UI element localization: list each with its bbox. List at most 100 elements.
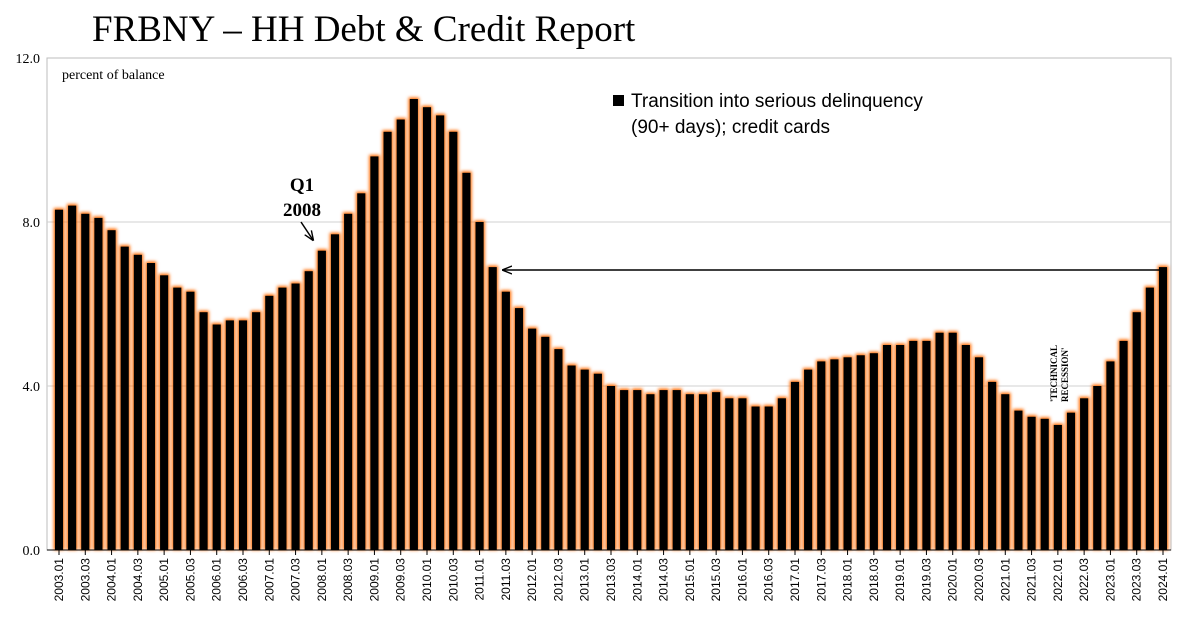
bar: [449, 131, 458, 551]
bar: [922, 340, 931, 550]
x-tick-label: 2018.03: [867, 558, 881, 602]
y-axis-ticks: 0.0 4.0 8.0 12.0: [16, 52, 41, 559]
bar: [304, 271, 313, 550]
bar: [1027, 416, 1036, 550]
bar: [212, 324, 221, 550]
q1-annotation: Q1: [290, 175, 314, 196]
x-tick-label: 2008.03: [341, 558, 355, 602]
x-tick-label: 2012.01: [525, 558, 539, 602]
bar: [54, 209, 64, 550]
bar: [120, 246, 129, 550]
x-tick-label: 2017.03: [814, 558, 828, 602]
y-tick-label: 8.0: [23, 216, 41, 231]
x-tick-label: 2005.01: [157, 558, 171, 602]
x-tick-label: 2010.03: [446, 558, 460, 602]
q1-arrow: [300, 221, 313, 240]
chart-title: FRBNY – HH Debt & Credit Report: [92, 9, 636, 50]
bar: [173, 287, 182, 550]
x-tick-label: 2006.03: [236, 558, 250, 602]
bar: [974, 357, 984, 550]
x-tick-label: 2017.01: [788, 558, 802, 602]
bar: [580, 369, 589, 550]
bar: [462, 172, 471, 551]
x-tick-label: 2015.03: [709, 558, 723, 602]
bar: [383, 131, 392, 551]
x-tick-label: 2014.01: [630, 558, 644, 602]
bar: [961, 345, 970, 550]
x-tick-label: 2005.03: [183, 558, 197, 602]
x-tick-label: 2016.01: [735, 558, 749, 602]
x-tick-label: 2004.03: [131, 558, 145, 602]
bar: [633, 390, 642, 550]
bar: [764, 406, 773, 550]
q1-year-annotation: 2008: [283, 200, 321, 221]
x-tick-label: 2007.01: [262, 558, 276, 602]
bar: [830, 359, 839, 550]
bar: [1106, 361, 1115, 550]
bar: [567, 365, 576, 550]
bar: [1093, 386, 1102, 550]
bar: [81, 213, 90, 551]
bar: [1053, 424, 1062, 550]
bar: [646, 394, 655, 550]
bar: [896, 345, 905, 550]
bar: [751, 406, 760, 550]
bar: [541, 336, 550, 550]
bar: [698, 394, 708, 550]
x-tick-label: 2022.01: [1051, 558, 1065, 602]
legend-label-line2: (90+ days); credit cards: [631, 117, 830, 138]
x-tick-label: 2012.03: [551, 558, 565, 602]
x-tick-label: 2013.03: [604, 558, 618, 602]
bar: [659, 390, 668, 550]
x-tick-label: 2022.03: [1077, 558, 1091, 602]
bar: [869, 353, 878, 550]
x-tick-label: 2021.01: [998, 558, 1012, 602]
bar: [330, 234, 340, 551]
bar: [1040, 418, 1049, 550]
bar: [186, 291, 195, 550]
x-tick-label: 2023.03: [1130, 558, 1144, 602]
bar: [265, 295, 274, 550]
bar: [1119, 340, 1128, 550]
x-tick-label: 2007.03: [289, 558, 303, 602]
x-tick-label: 2024.01: [1156, 558, 1170, 602]
bar: [804, 369, 813, 550]
bar: [317, 250, 326, 550]
bar: [514, 308, 524, 550]
x-tick-label: 2020.03: [972, 558, 986, 602]
bar: [501, 291, 510, 550]
y-tick-label: 0.0: [23, 544, 41, 559]
x-axis: [47, 549, 1171, 555]
bar: [357, 193, 366, 551]
bar: [94, 217, 103, 550]
x-tick-label: 2010.01: [420, 558, 434, 602]
bar: [1080, 398, 1089, 550]
bar: [396, 119, 405, 550]
bars: [54, 99, 1168, 551]
bar: [1001, 394, 1010, 550]
bar: [409, 99, 418, 550]
y-tick-label: 4.0: [23, 380, 41, 395]
bar: [291, 283, 300, 550]
bar: [528, 328, 537, 550]
bar: [882, 345, 892, 550]
bar: [107, 230, 116, 550]
bar: [488, 267, 497, 550]
bar: [475, 222, 484, 550]
x-tick-label: 2011.03: [499, 558, 513, 601]
bar: [344, 213, 353, 551]
bar: [68, 205, 77, 550]
bar: [436, 115, 445, 551]
x-tick-label: 2011.01: [473, 558, 487, 601]
bar: [252, 312, 261, 550]
x-tick-label: 2021.03: [1025, 558, 1039, 602]
recession-annotation: 'TECHNICAL RECESSION': [1049, 345, 1070, 402]
bar: [606, 386, 616, 550]
bar: [777, 398, 786, 550]
legend-swatch: [613, 95, 624, 106]
bar: [1145, 287, 1154, 550]
bar: [1014, 410, 1023, 550]
x-tick-label: 2009.01: [367, 558, 381, 602]
bar: [909, 340, 918, 550]
